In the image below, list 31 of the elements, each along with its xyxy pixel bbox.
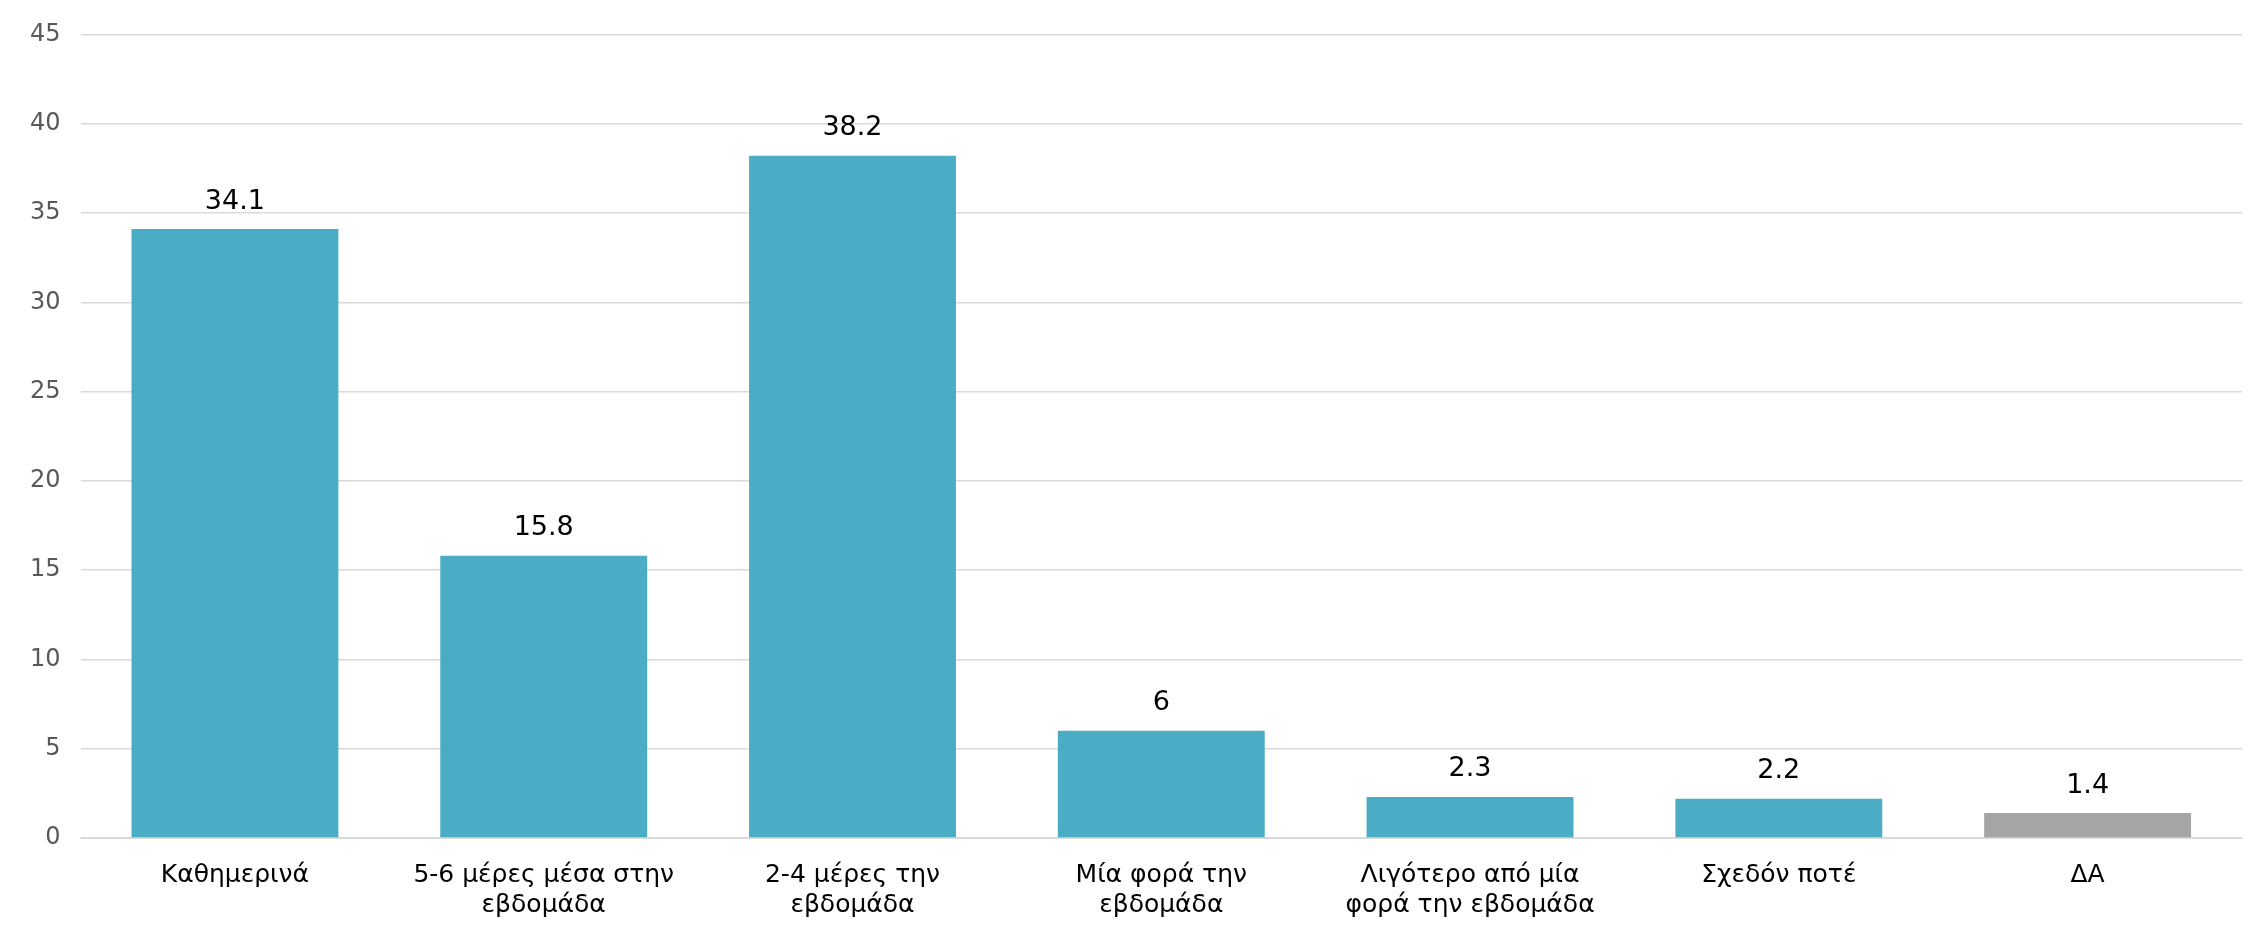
x-tick-label: Μία φορά την εβδομάδα — [1075, 858, 1247, 918]
y-tick-label: 20 — [29, 465, 61, 494]
bar — [131, 229, 339, 838]
y-tick-label: 45 — [29, 18, 61, 47]
data-label: 1.4 — [2066, 767, 2110, 799]
data-label: 34.1 — [204, 183, 265, 215]
x-tick-label: Λιγότερο από μία φορά την εβδομάδα — [1345, 858, 1595, 918]
data-label: 38.2 — [822, 110, 883, 142]
x-tick-label: ΔΑ — [2070, 858, 2105, 888]
x-tick-label: Καθημερινά — [160, 858, 310, 888]
x-tick-label: 2-4 μέρες την εβδομάδα — [764, 858, 941, 918]
bar — [1984, 813, 2192, 838]
bar — [749, 155, 956, 838]
y-tick-label: 25 — [29, 375, 61, 404]
y-tick-label: 15 — [29, 554, 61, 583]
bar — [1675, 798, 1883, 838]
y-tick-label: 10 — [29, 643, 61, 672]
data-label: 2.2 — [1757, 753, 1801, 785]
y-tick-label: 30 — [29, 286, 61, 315]
data-label: 6 — [1152, 685, 1170, 717]
y-tick-label: 40 — [29, 107, 61, 136]
bar — [440, 555, 648, 838]
y-tick-label: 0 — [45, 822, 61, 851]
y-tick-label: 5 — [45, 732, 61, 761]
bar — [1366, 796, 1574, 838]
x-tick-label: 5-6 μέρες μέσα στην εβδομάδα — [413, 858, 675, 918]
data-label: 15.8 — [513, 510, 574, 542]
data-label: 2.3 — [1448, 751, 1492, 783]
x-tick-label: Σχεδόν ποτέ — [1701, 858, 1857, 888]
y-tick-label: 35 — [29, 197, 61, 226]
bar — [1057, 730, 1265, 838]
